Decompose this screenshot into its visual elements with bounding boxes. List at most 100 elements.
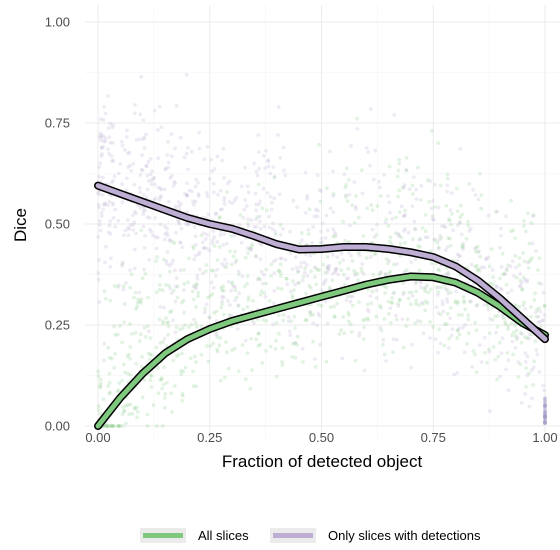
scatter-point	[348, 299, 353, 304]
scatter-point	[512, 323, 517, 328]
scatter-point	[254, 208, 259, 213]
scatter-point	[215, 334, 220, 339]
scatter-point	[413, 257, 418, 262]
scatter-point	[96, 408, 101, 413]
scatter-point	[194, 324, 199, 329]
scatter-point	[375, 204, 380, 208]
scatter-point	[543, 403, 547, 408]
scatter-point	[475, 303, 480, 307]
scatter-point	[159, 194, 163, 198]
scatter-point	[542, 312, 547, 317]
scatter-point	[522, 278, 527, 282]
scatter-point	[111, 158, 116, 163]
scatter-point	[403, 227, 407, 231]
scatter-point	[177, 203, 181, 208]
scatter-point	[111, 202, 115, 207]
scatter-point	[143, 233, 148, 238]
scatter-point	[166, 324, 171, 329]
scatter-point	[433, 205, 438, 209]
scatter-point	[397, 188, 402, 193]
scatter-point	[543, 415, 547, 420]
scatter-point	[345, 294, 350, 299]
scatter-point	[107, 151, 112, 156]
scatter-point	[193, 253, 198, 258]
scatter-point	[144, 164, 149, 169]
scatter-point	[173, 330, 178, 335]
scatter-point	[154, 259, 158, 263]
scatter-point	[532, 298, 537, 303]
scatter-point	[498, 233, 503, 238]
scatter-point	[518, 362, 523, 367]
scatter-point	[231, 254, 236, 259]
scatter-point	[124, 281, 128, 285]
scatter-point	[276, 105, 281, 109]
scatter-point	[110, 424, 115, 428]
scatter-point	[152, 108, 157, 113]
scatter-point	[123, 148, 127, 152]
scatter-point	[268, 194, 273, 199]
scatter-point	[345, 199, 350, 203]
scatter-point	[455, 328, 460, 333]
scatter-point	[192, 285, 197, 290]
scatter-point	[442, 343, 447, 348]
scatter-point	[256, 331, 261, 336]
scatter-point	[457, 254, 461, 258]
scatter-point	[288, 289, 293, 294]
scatter-point	[399, 235, 404, 240]
scatter-point	[504, 214, 508, 219]
scatter-point	[414, 197, 419, 201]
scatter-point	[527, 332, 532, 337]
scatter-point	[539, 324, 543, 328]
scatter-point	[101, 144, 106, 149]
scatter-point	[226, 366, 231, 371]
scatter-point	[207, 248, 212, 253]
scatter-point	[123, 421, 128, 426]
scatter-point	[541, 290, 546, 295]
scatter-point	[536, 314, 541, 319]
scatter-point	[503, 272, 508, 277]
scatter-point	[401, 290, 406, 295]
scatter-point	[245, 351, 250, 356]
scatter-point	[488, 409, 492, 414]
scatter-point	[260, 206, 265, 211]
scatter-point	[415, 165, 420, 170]
scatter-point	[218, 207, 223, 212]
scatter-point	[295, 342, 299, 347]
scatter-point	[404, 168, 409, 172]
scatter-point	[181, 288, 186, 293]
scatter-point	[137, 339, 142, 344]
scatter-point	[266, 158, 271, 163]
scatter-point	[145, 424, 150, 428]
scatter-point	[102, 104, 106, 109]
scatter-point	[276, 286, 281, 291]
scatter-point	[323, 299, 328, 304]
scatter-point	[268, 344, 273, 349]
scatter-point	[465, 342, 470, 346]
scatter-point	[238, 213, 243, 218]
scatter-point	[313, 207, 318, 212]
scatter-point	[242, 284, 247, 289]
scatter-point	[153, 216, 157, 220]
scatter-point	[542, 303, 547, 308]
scatter-point	[150, 353, 154, 357]
scatter-point	[433, 337, 438, 342]
scatter-point	[440, 224, 444, 228]
scatter-point	[298, 241, 302, 246]
scatter-point	[157, 317, 162, 322]
scatter-point	[248, 247, 252, 252]
scatter-point	[161, 340, 166, 344]
scatter-point	[423, 229, 428, 234]
scatter-point	[374, 288, 379, 293]
scatter-point	[277, 192, 282, 197]
scatter-point	[364, 256, 369, 260]
scatter-point	[531, 383, 535, 387]
scatter-point	[196, 252, 201, 257]
scatter-point	[316, 208, 320, 213]
scatter-point	[308, 313, 313, 317]
scatter-point	[173, 181, 178, 185]
scatter-point	[504, 367, 508, 372]
scatter-point	[353, 273, 358, 278]
scatter-point	[116, 388, 121, 393]
scatter-point	[263, 294, 268, 299]
scatter-point	[226, 280, 231, 284]
